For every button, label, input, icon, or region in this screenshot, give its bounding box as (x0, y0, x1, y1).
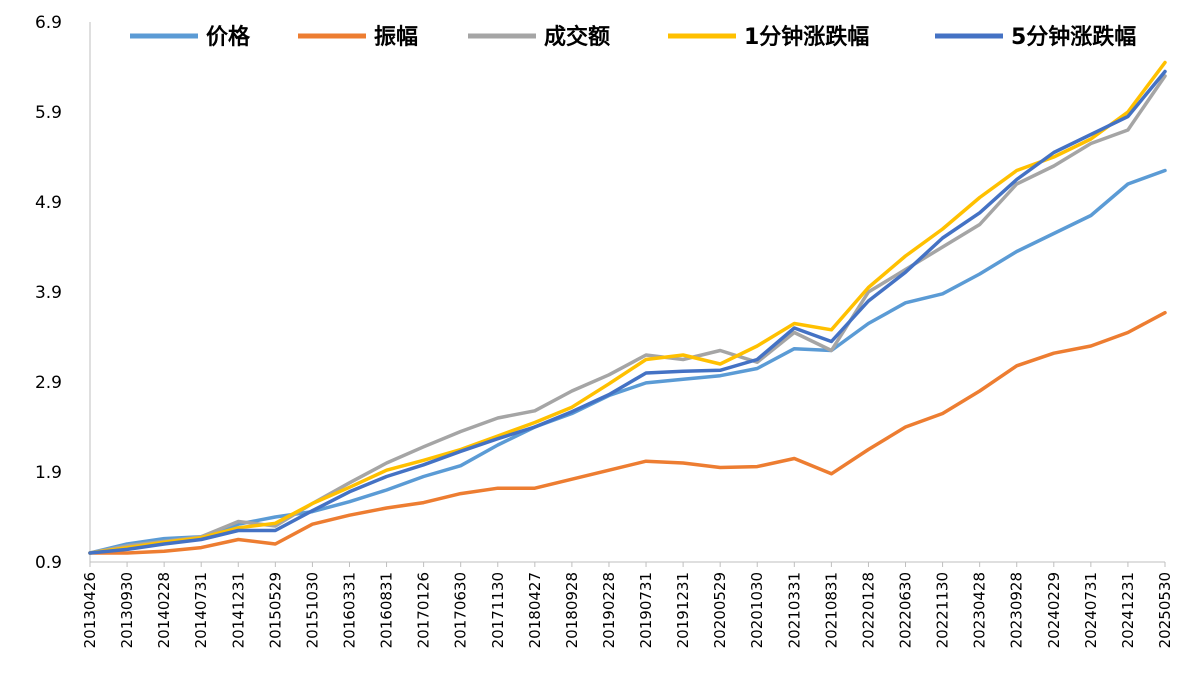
x-tick-label: 20141231 (229, 572, 247, 648)
series-layer (88, 60, 1167, 555)
y-axis: 0.9 1.9 2.9 3.9 4.9 5.9 6.9 (35, 13, 91, 573)
x-tick-label: 20190731 (637, 572, 655, 648)
legend-label-4: 5分钟涨跌幅 (1011, 24, 1136, 50)
x-tick-label: 20130426 (81, 572, 99, 648)
x-tick-label: 20230928 (1008, 572, 1026, 648)
x-tick-label: 20210831 (822, 572, 840, 648)
y-tick-label: 0.9 (35, 553, 62, 573)
series-line-1 (88, 310, 1167, 555)
x-tick-label: 20151030 (303, 572, 321, 648)
series-line-0 (88, 168, 1167, 555)
legend: 价格 振幅 成交额 1分钟涨跌幅 5分钟涨跌幅 (130, 24, 1136, 50)
x-tick-label: 20170126 (415, 572, 433, 648)
series-line-2 (88, 74, 1167, 555)
x-tick-label: 20140731 (192, 572, 210, 648)
y-tick-label: 4.9 (35, 193, 62, 213)
y-tick-label: 5.9 (35, 103, 62, 123)
x-tick-label: 20130930 (118, 572, 136, 648)
x-tick-label: 20201030 (748, 572, 766, 648)
legend-label-3: 1分钟涨跌幅 (744, 24, 869, 50)
x-tick-label: 20230428 (971, 572, 989, 648)
x-tick-label: 20140228 (155, 572, 173, 648)
x-tick-label: 20171130 (489, 572, 507, 648)
legend-label-0: 价格 (206, 24, 251, 50)
x-tick-label: 20200529 (711, 572, 729, 648)
y-tick-label: 2.9 (35, 373, 62, 393)
legend-label-2: 成交额 (544, 24, 610, 50)
x-tick-label: 20180928 (563, 572, 581, 648)
legend-label-1: 振幅 (374, 25, 418, 50)
x-tick-label: 20191231 (674, 572, 692, 648)
x-tick-label: 20170630 (452, 572, 470, 648)
series-line-4 (88, 69, 1167, 555)
x-tick-label: 20221130 (934, 572, 952, 648)
series-line-3 (88, 60, 1167, 555)
y-tick-label: 1.9 (35, 463, 62, 483)
x-tick-label: 20240229 (1045, 572, 1063, 648)
x-tick-label: 20160331 (340, 572, 358, 648)
y-tick-label: 6.9 (35, 13, 62, 33)
x-tick-label: 20220128 (859, 572, 877, 648)
x-tick-label: 20220630 (897, 572, 915, 648)
x-tick-label: 20240731 (1082, 572, 1100, 648)
x-tick-label: 20190228 (600, 572, 618, 648)
x-tick-label: 20250530 (1156, 572, 1174, 648)
x-tick-label: 20241231 (1119, 572, 1137, 648)
x-tick-label: 20160831 (378, 572, 396, 648)
x-axis: 20130426 20130930 20140228 20140731 20141231… (81, 561, 1174, 648)
x-tick-label: 20180427 (526, 572, 544, 648)
y-tick-label: 3.9 (35, 283, 62, 303)
x-tick-label: 20210331 (785, 572, 803, 648)
x-tick-label: 20150529 (266, 572, 284, 648)
